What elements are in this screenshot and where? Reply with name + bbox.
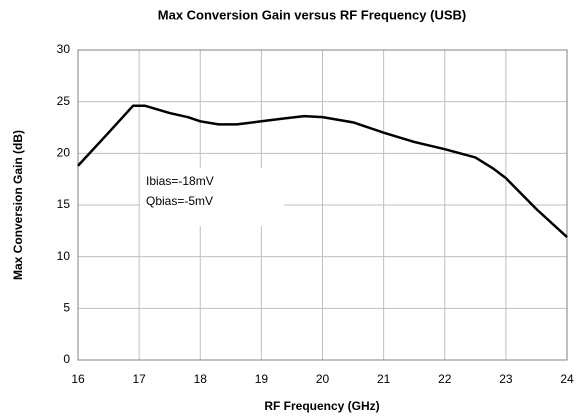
- y-tick-label: 5: [63, 301, 70, 315]
- annotation-box: [140, 168, 284, 226]
- y-tick-label: 0: [63, 352, 70, 366]
- x-tick-label: 17: [132, 372, 146, 386]
- line: [77, 104, 568, 238]
- annotation: Ibias=-18mV: [146, 174, 214, 188]
- x-tick-label: 22: [438, 372, 452, 386]
- x-tick-label: 21: [377, 372, 391, 386]
- x-tick-label: 19: [255, 372, 269, 386]
- x-tick-label: 24: [560, 372, 574, 386]
- x-tick-label: 20: [316, 372, 330, 386]
- y-tick-label: 30: [57, 42, 71, 56]
- x-tick-label: 23: [499, 372, 513, 386]
- x-tick-label: 18: [194, 372, 208, 386]
- y-axis-label: Max Conversion Gain (dB): [11, 130, 25, 280]
- y-tick-label: 10: [57, 249, 71, 263]
- x-tick-label: 16: [71, 372, 85, 386]
- annotation: Qbias=-5mV: [146, 194, 213, 208]
- x-axis-label: RF Frequency (GHz): [264, 399, 379, 413]
- plot-border: [77, 49, 568, 361]
- y-tick-label: 15: [57, 197, 71, 211]
- chart-title: Max Conversion Gain versus RF Frequency …: [158, 7, 466, 22]
- y-tick-label: 25: [57, 94, 71, 108]
- y-tick-label: 20: [57, 146, 71, 160]
